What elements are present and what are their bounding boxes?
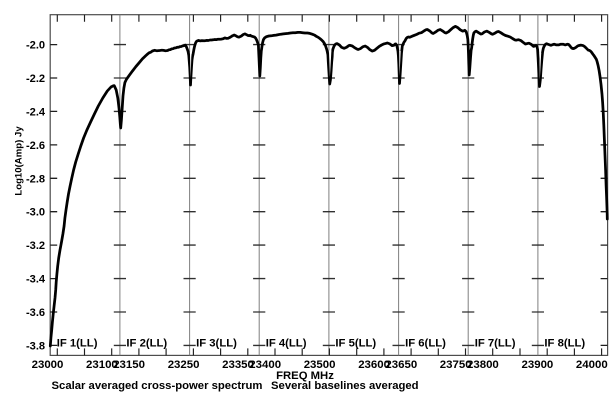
svg-text:-3.0: -3.0	[26, 207, 45, 219]
svg-text:-2.4: -2.4	[26, 106, 46, 118]
svg-text:-2.6: -2.6	[26, 140, 45, 152]
svg-text:Scalar averaged cross-power sp: Scalar averaged cross-power spectrum	[52, 380, 263, 392]
svg-text:23500: 23500	[304, 359, 336, 371]
svg-text:Log10(Amp) Jy: Log10(Amp) Jy	[13, 126, 24, 196]
svg-text:23100: 23100	[86, 359, 118, 371]
svg-text:23650: 23650	[385, 359, 417, 371]
svg-text:-3.6: -3.6	[26, 307, 45, 319]
svg-text:IF 7(LL): IF 7(LL)	[475, 338, 516, 350]
svg-text:23600: 23600	[358, 359, 390, 371]
svg-text:IF 8(LL): IF 8(LL)	[544, 338, 585, 350]
svg-text:23900: 23900	[521, 359, 553, 371]
svg-text:IF 3(LL): IF 3(LL)	[196, 338, 237, 350]
svg-text:FREQ MHz: FREQ MHz	[276, 370, 334, 382]
svg-text:23400: 23400	[249, 359, 281, 371]
svg-text:-3.4: -3.4	[26, 274, 46, 286]
svg-text:23150: 23150	[113, 359, 145, 371]
svg-text:-3.2: -3.2	[26, 240, 45, 252]
svg-text:23800: 23800	[467, 359, 499, 371]
svg-text:23000: 23000	[32, 359, 64, 371]
svg-text:23250: 23250	[168, 359, 200, 371]
svg-text:IF 6(LL): IF 6(LL)	[405, 338, 446, 350]
svg-text:23750: 23750	[440, 359, 472, 371]
svg-text:IF 4(LL): IF 4(LL)	[266, 338, 307, 350]
svg-text:-3.8: -3.8	[26, 340, 45, 352]
svg-text:IF 5(LL): IF 5(LL)	[335, 338, 376, 350]
svg-text:IF 1(LL): IF 1(LL)	[57, 338, 98, 350]
svg-text:Several baselines averaged: Several baselines averaged	[271, 380, 419, 392]
svg-text:-2.0: -2.0	[26, 40, 45, 52]
svg-text:IF 2(LL): IF 2(LL)	[126, 338, 167, 350]
svg-text:-2.8: -2.8	[26, 173, 45, 185]
svg-text:-2.2: -2.2	[26, 73, 45, 85]
svg-text:24000: 24000	[576, 359, 608, 371]
svg-text:23350: 23350	[222, 359, 254, 371]
